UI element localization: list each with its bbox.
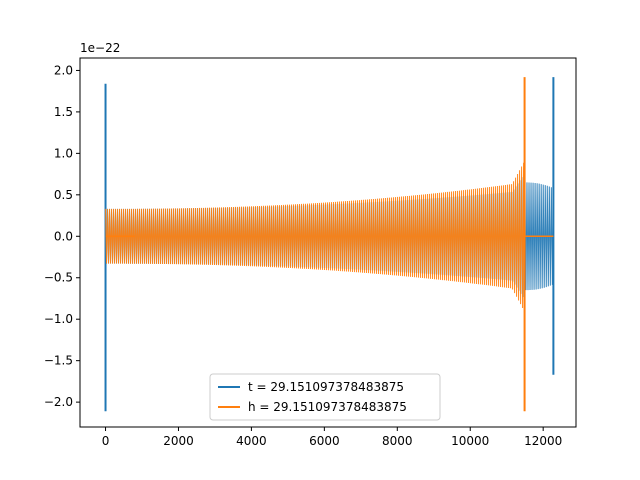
y-tick-label-6: −1.0 (44, 312, 73, 326)
legend: t = 29.151097378483875 h = 29.15109737848… (209, 373, 441, 421)
y-offset-label: 1e−22 (80, 41, 120, 55)
y-tick-label-2: 1.0 (54, 146, 73, 160)
legend-label-0: t = 29.151097378483875 (248, 380, 404, 394)
y-tick-label-5: −0.5 (44, 271, 73, 285)
x-tick-label-2: 4000 (236, 434, 267, 448)
plot-area (104, 77, 555, 412)
legend-box (209, 373, 441, 421)
x-tick-label-1: 2000 (163, 434, 194, 448)
axes: 0 2000 4000 6000 8000 10000 12000 2.0 1.5 1.0 0.5 0… (44, 57, 577, 448)
series-1-chirp-0 (105, 162, 526, 312)
axes-frame (79, 57, 577, 428)
y-tick-label-1: 1.5 (54, 105, 73, 119)
y-tick-label-8: −2.0 (44, 395, 73, 409)
x-tick-label-5: 10000 (451, 434, 489, 448)
x-tick-label-4: 8000 (382, 434, 413, 448)
series-0-packet-2 (524, 182, 554, 291)
x-tick-label-0: 0 (102, 434, 110, 448)
legend-label-1: h = 29.151097378483875 (248, 400, 407, 414)
y-tick-label-3: 0.5 (54, 188, 73, 202)
y-tick-label-7: −1.5 (44, 354, 73, 368)
x-tick-label-6: 12000 (524, 434, 562, 448)
y-tick-label-4: 0.0 (54, 229, 73, 243)
y-tick-label-0: 2.0 (54, 63, 73, 77)
x-tick-label-3: 6000 (309, 434, 340, 448)
